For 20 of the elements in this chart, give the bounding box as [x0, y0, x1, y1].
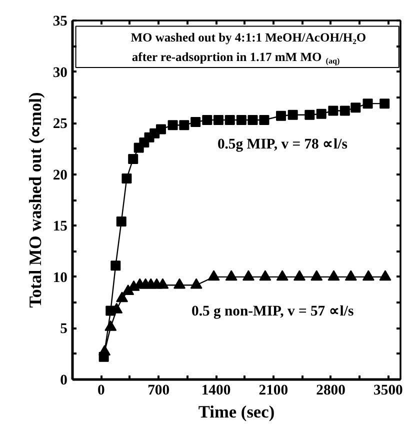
series-label: 0.5g MIP, v = 78 ∝l/s: [217, 136, 348, 152]
x-tick-label: 0: [98, 382, 105, 398]
y-tick-label: 30: [52, 64, 68, 81]
y-tick-label: 35: [52, 14, 68, 30]
x-axis-title: Time (sec): [198, 402, 275, 422]
y-axis-title: Total MO washed out (∝mol): [26, 92, 45, 308]
x-tick-label: 2800: [316, 382, 346, 398]
y-tick-label: 15: [52, 218, 68, 235]
x-tick-label: 2100: [258, 382, 288, 398]
series-label: 0.5 g non-MIP, v = 57 ∝l/s: [192, 303, 354, 320]
x-tick-label: 700: [148, 382, 170, 398]
y-tick-label: 20: [52, 167, 68, 184]
x-tick-label: 3500: [374, 382, 403, 398]
y-tick-label: 5: [60, 321, 68, 338]
text: MO washed out by 4:1:1 MeOH/AcOH/H₂O: [130, 30, 366, 44]
y-tick-label: 0: [60, 372, 68, 388]
y-tick-label: 25: [52, 116, 68, 132]
x-tick-label: 1400: [201, 382, 231, 398]
text: after re-adsoprtion in 1.17 mM MO(aq): [132, 50, 340, 66]
y-tick-label: 10: [52, 270, 68, 286]
